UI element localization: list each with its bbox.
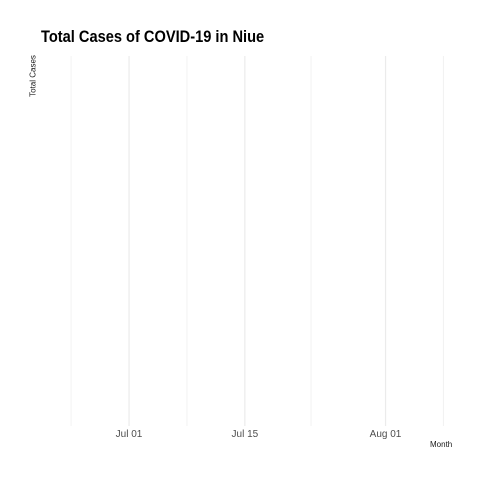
- x-tick-label: Aug 01: [370, 429, 402, 440]
- chart-title: Total Cases of COVID-19 in Niue: [41, 27, 265, 46]
- x-tick-label: Jul 15: [232, 429, 259, 440]
- minor-gridlines: [70, 56, 444, 426]
- x-tick-labels: Jul 01 Jul 15 Aug 01: [116, 429, 402, 440]
- major-gridlines: [128, 56, 387, 426]
- x-axis-label: Month: [430, 440, 453, 449]
- x-tick-label: Jul 01: [116, 429, 143, 440]
